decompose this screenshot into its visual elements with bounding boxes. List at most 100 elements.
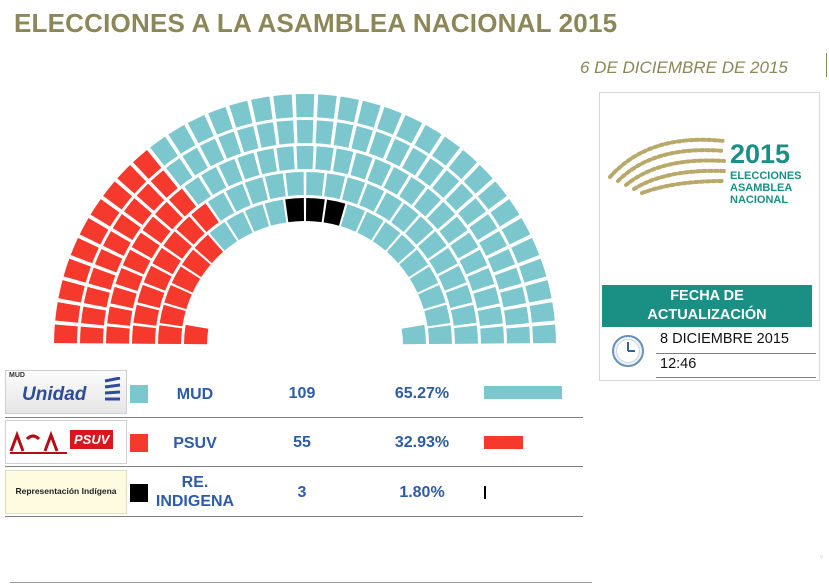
seat bbox=[409, 266, 439, 293]
seat bbox=[375, 192, 403, 221]
seat bbox=[418, 284, 446, 310]
seat bbox=[359, 183, 385, 212]
seat bbox=[372, 221, 401, 251]
seat bbox=[519, 258, 547, 283]
psuv-color-swatch bbox=[130, 434, 148, 452]
corner-mark: ▫ bbox=[820, 552, 824, 563]
update-label-line2: ACTUALIZACIÓN bbox=[647, 307, 767, 323]
seat bbox=[450, 304, 477, 326]
seat bbox=[122, 249, 151, 275]
seat bbox=[150, 170, 178, 198]
seat bbox=[402, 147, 428, 176]
indigena-name-line1: RE. bbox=[181, 474, 209, 491]
seat bbox=[525, 280, 552, 303]
seat bbox=[152, 247, 181, 275]
seat bbox=[532, 324, 556, 344]
seat bbox=[295, 94, 315, 118]
seat bbox=[79, 217, 109, 245]
mud-percentage-bar bbox=[484, 386, 562, 399]
seat bbox=[427, 201, 455, 230]
seat bbox=[112, 214, 141, 241]
mud-seats: 109 bbox=[288, 385, 316, 402]
indigena-color-swatch bbox=[130, 484, 148, 502]
seat bbox=[315, 146, 334, 171]
seat bbox=[396, 114, 423, 144]
table-row-divider bbox=[5, 516, 583, 517]
seat bbox=[136, 183, 165, 211]
seat bbox=[90, 199, 120, 227]
seat-hemicycle-chart bbox=[54, 94, 556, 345]
seat bbox=[337, 96, 359, 123]
seat bbox=[479, 231, 507, 256]
seat bbox=[229, 100, 253, 128]
logo-line1: ELECCIONES bbox=[730, 170, 802, 182]
seat bbox=[81, 306, 106, 326]
seat bbox=[351, 126, 373, 153]
psuv-logo: PSUV bbox=[5, 420, 127, 464]
seat bbox=[477, 181, 507, 210]
seat bbox=[445, 183, 474, 211]
seat bbox=[184, 324, 209, 345]
seat bbox=[450, 232, 479, 259]
seat bbox=[469, 214, 498, 241]
footer-divider bbox=[10, 582, 592, 583]
seat bbox=[184, 176, 211, 205]
seat bbox=[454, 325, 478, 344]
seat bbox=[142, 216, 171, 244]
seat bbox=[285, 172, 304, 196]
table-row-divider bbox=[5, 417, 583, 418]
seat bbox=[383, 167, 409, 195]
seat bbox=[285, 198, 305, 223]
indigena-percentage: 1.80% bbox=[399, 484, 445, 501]
seat bbox=[158, 325, 183, 345]
seat bbox=[367, 158, 392, 187]
mud-logo-text: Unidad bbox=[22, 384, 87, 405]
seat bbox=[424, 304, 451, 327]
seat bbox=[368, 131, 392, 159]
seat bbox=[414, 124, 442, 154]
psuv-figures-icon bbox=[9, 430, 67, 454]
seat bbox=[432, 136, 460, 166]
seat bbox=[501, 217, 531, 245]
seat bbox=[94, 248, 123, 273]
representacion-indigena-logo: Representación Indígena bbox=[5, 470, 127, 514]
seat bbox=[182, 147, 208, 176]
seat bbox=[103, 231, 131, 256]
seat bbox=[150, 136, 178, 166]
seat bbox=[132, 325, 156, 344]
seat bbox=[207, 192, 235, 221]
seat bbox=[438, 265, 467, 291]
table-row-divider bbox=[5, 466, 583, 467]
seat bbox=[155, 201, 183, 230]
seat bbox=[55, 302, 81, 323]
seat bbox=[500, 286, 527, 308]
seat bbox=[296, 146, 314, 170]
seat bbox=[226, 211, 253, 241]
seat bbox=[385, 138, 411, 167]
seat bbox=[117, 164, 147, 194]
seat bbox=[107, 306, 133, 326]
psuv-logo-text: PSUV bbox=[70, 430, 114, 449]
seat bbox=[218, 131, 242, 159]
indigena-percentage-bar bbox=[484, 486, 487, 499]
seat bbox=[54, 324, 78, 344]
seat bbox=[511, 237, 540, 264]
seat bbox=[169, 188, 197, 217]
update-divider bbox=[656, 353, 816, 354]
seat bbox=[305, 198, 325, 223]
seat bbox=[168, 124, 196, 154]
psuv-percentage: 32.93% bbox=[394, 434, 450, 451]
seat bbox=[256, 122, 277, 148]
logo-line3: NACIONAL bbox=[730, 194, 788, 206]
mud-unidad-logo: MUD Unidad bbox=[5, 370, 127, 414]
seat bbox=[427, 325, 452, 345]
indigena-seats: 3 bbox=[297, 484, 307, 501]
seat bbox=[131, 232, 160, 259]
date-divider bbox=[826, 53, 827, 77]
mud-percentage: 65.27% bbox=[394, 385, 450, 402]
seat bbox=[106, 326, 130, 344]
seat bbox=[458, 198, 486, 225]
seat bbox=[110, 286, 137, 309]
seat bbox=[187, 114, 214, 144]
seat bbox=[324, 173, 346, 200]
